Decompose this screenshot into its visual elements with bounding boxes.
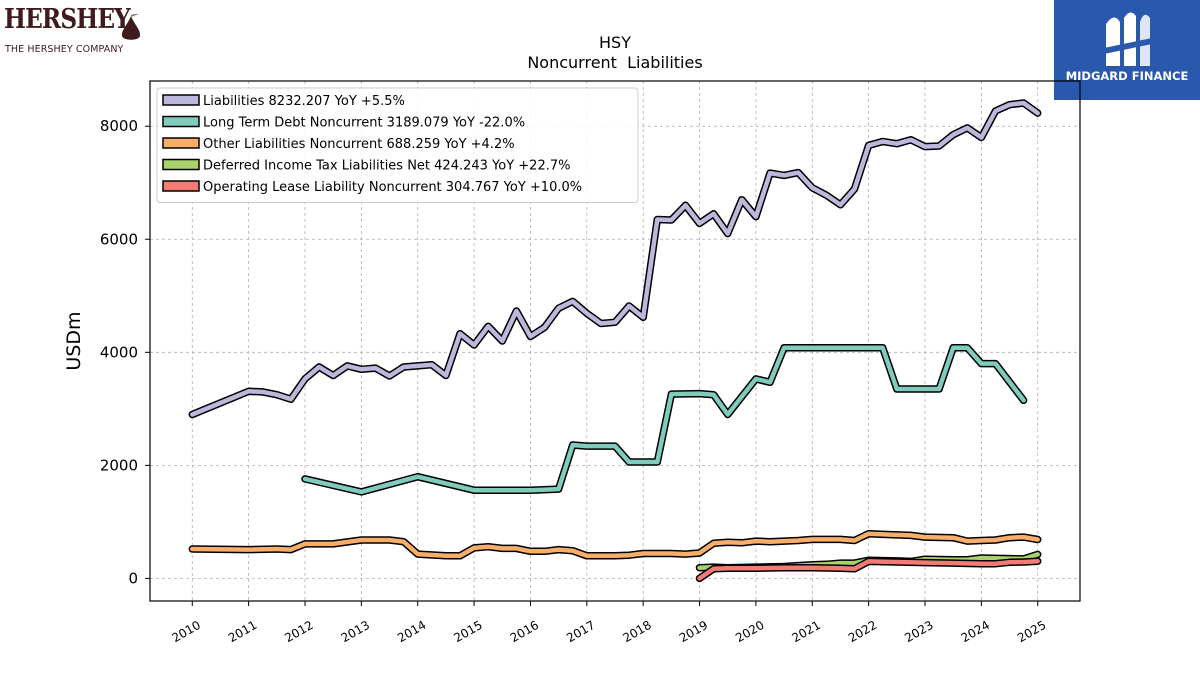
series-0 (188, 99, 1042, 419)
x-tick-label: 2012 (282, 618, 315, 645)
series-group (188, 99, 1042, 583)
series-line (697, 558, 1040, 581)
x-tick-label: 2025 (1015, 618, 1048, 645)
series-line (190, 100, 1040, 417)
x-tick-label: 2013 (339, 618, 372, 645)
x-tick-label: 2024 (959, 618, 992, 645)
legend-swatch (162, 115, 200, 128)
x-tick-label: 2015 (451, 618, 484, 645)
midgard-brand-name: MIDGARD FINANCE (1065, 69, 1189, 83)
x-tick-label: 2020 (733, 618, 766, 645)
legend-entry: Operating Lease Liability Noncurrent 304… (203, 180, 582, 195)
x-tick-label: 2016 (508, 618, 541, 645)
legend-swatch (162, 94, 200, 106)
series-2 (188, 529, 1042, 560)
x-tick-label: 2011 (226, 618, 259, 645)
y-tick-label: 8000 (100, 117, 138, 135)
series-4 (695, 557, 1042, 583)
x-tick-label: 2021 (790, 618, 823, 645)
x-tick-label: 2018 (620, 618, 653, 645)
midgard-logo: MIDGARD FINANCE (1054, 0, 1200, 100)
legend-entry: Long Term Debt Noncurrent 3189.079 YoY -… (203, 116, 525, 131)
legend-box (156, 87, 639, 203)
legend-entry: Other Liabilities Noncurrent 688.259 YoY… (203, 137, 515, 152)
series-1 (301, 344, 1028, 496)
x-tick-label: 2017 (564, 618, 597, 645)
y-tick-label: 0 (128, 569, 138, 587)
legend-swatch (162, 137, 200, 149)
legend: Liabilities 8232.207 YoY +5.5% Long Term … (156, 87, 639, 203)
hershey-wordmark: HERSHEY (4, 4, 131, 35)
legend-entry: Liabilities 8232.207 YoY +5.5% (203, 94, 405, 109)
legend-swatch (162, 180, 200, 192)
y-axis: 0 2000 4000 6000 8000 (100, 117, 150, 587)
x-axis: 2010 2011 2012 2013 2014 2015 2016 2017 2018 2019… (170, 601, 1048, 645)
kiss-icon (121, 14, 141, 40)
chart-title: HSY (599, 33, 631, 52)
plot-frame (149, 80, 1081, 602)
legend-entry: Deferred Income Tax Liabilities Net 424.… (203, 159, 571, 174)
x-tick-label: 2022 (846, 618, 879, 645)
y-tick-label: 6000 (100, 230, 138, 248)
x-tick-label: 2014 (395, 618, 428, 645)
chart-subtitle: Noncurrent Liabilities (527, 53, 702, 72)
x-tick-label: 2023 (902, 618, 935, 645)
series-line (190, 531, 1040, 559)
x-tick-label: 2010 (170, 618, 203, 645)
hershey-tagline: THE HERSHEY COMPANY (5, 44, 124, 55)
y-axis-label: USDm (63, 311, 85, 370)
y-tick-label: 2000 (100, 456, 138, 474)
series-line (302, 345, 1026, 495)
legend-swatch (162, 158, 200, 171)
hershey-logo: HERSHEY THE HERSHEY COMPANY (4, 4, 144, 56)
y-tick-label: 4000 (100, 343, 138, 361)
midgard-mark-icon (1104, 12, 1152, 67)
x-tick-label: 2019 (677, 618, 710, 645)
